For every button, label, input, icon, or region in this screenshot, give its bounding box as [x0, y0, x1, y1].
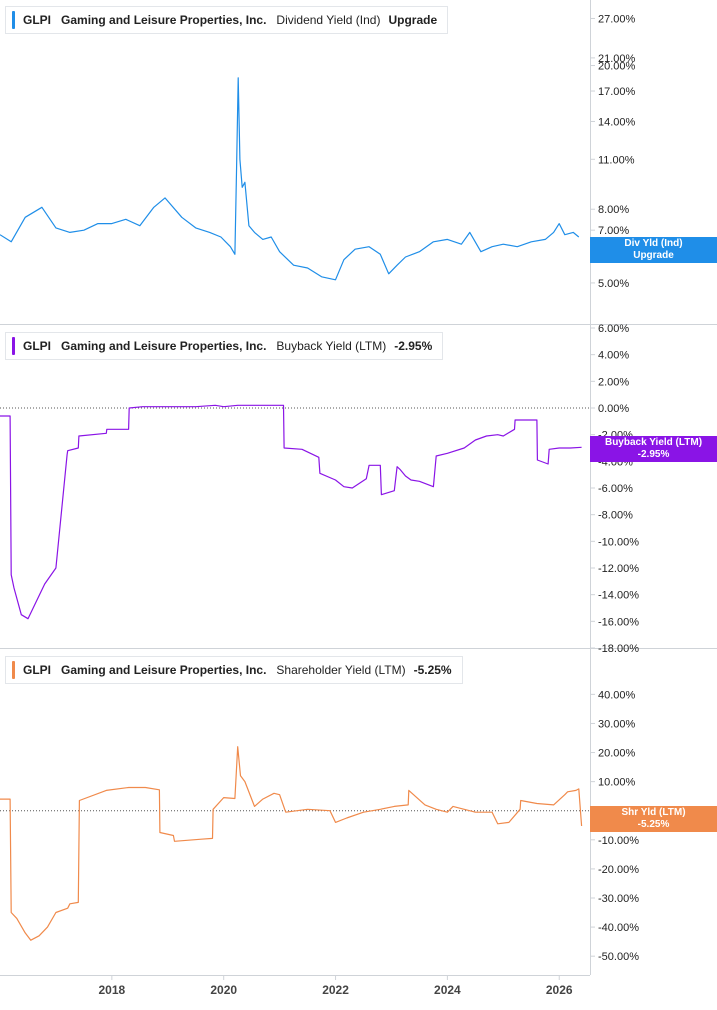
y-tick-label: 4.00%: [598, 350, 629, 362]
legend-metric: Shareholder Yield (LTM): [276, 663, 406, 677]
legend-shareholder-yield[interactable]: GLPI Gaming and Leisure Properties, Inc.…: [5, 656, 463, 684]
legend-value[interactable]: Upgrade: [388, 13, 438, 27]
y-tick-label: 11.00%: [598, 154, 635, 166]
legend-company: Gaming and Leisure Properties, Inc.: [61, 663, 267, 677]
legend-value: -2.95%: [394, 339, 433, 353]
y-tick-label: 27.00%: [598, 13, 636, 25]
y-tick-label: 40.00%: [598, 689, 636, 701]
series-line-dividend: [0, 77, 580, 281]
callout-dividend-yield: Div Yld (Ind) Upgrade: [590, 237, 717, 263]
y-tick-label: -10.00%: [598, 835, 639, 847]
callout-buyback-yield: Buyback Yield (LTM) -2.95%: [590, 436, 717, 462]
y-tick-label: -6.00%: [598, 483, 633, 495]
legend-ticker: GLPI: [23, 339, 52, 353]
legend-swatch: [12, 661, 15, 679]
y-tick-label: -10.00%: [598, 536, 639, 548]
legend-metric: Buyback Yield (LTM): [276, 339, 387, 353]
callout-label: Buyback Yield (LTM): [604, 437, 703, 448]
y-tick-label: 21.00%: [598, 53, 636, 65]
y-tick-label: 2.00%: [598, 376, 629, 388]
callout-value: -5.25%: [637, 819, 670, 830]
legend-metric: Dividend Yield (Ind): [276, 13, 381, 27]
callout-shareholder-yield: Shr Yld (LTM) -5.25%: [590, 806, 717, 832]
callout-value: Upgrade: [633, 250, 674, 261]
series-line-buyback: [0, 404, 582, 620]
y-tick-label: 20.00%: [598, 61, 636, 73]
legend-ticker: GLPI: [23, 663, 52, 677]
callout-value: -2.95%: [637, 449, 670, 460]
y-tick-label: 5.00%: [598, 278, 629, 290]
y-tick-label: -20.00%: [598, 864, 639, 876]
legend-buyback-yield[interactable]: GLPI Gaming and Leisure Properties, Inc.…: [5, 332, 444, 360]
legend-swatch: [12, 11, 15, 29]
y-tick-label: 20.00%: [598, 748, 636, 760]
y-tick-label: 10.00%: [598, 777, 636, 789]
legend-value: -5.25%: [413, 663, 452, 677]
y-tick-label: 6.00%: [598, 323, 629, 335]
legend-dividend-yield[interactable]: GLPI Gaming and Leisure Properties, Inc.…: [5, 6, 449, 34]
legend-company: Gaming and Leisure Properties, Inc.: [61, 13, 267, 27]
y-tick-label: -12.00%: [598, 563, 639, 575]
y-tick-label: -14.00%: [598, 590, 639, 602]
x-tick-label: 2020: [210, 983, 237, 997]
legend-swatch: [12, 337, 15, 355]
y-tick-label: -30.00%: [598, 893, 639, 905]
y-tick-label: -18.00%: [598, 643, 639, 655]
x-tick-label: 2026: [546, 983, 573, 997]
series-line-shareholder: [0, 746, 583, 941]
y-tick-label: -50.00%: [598, 951, 639, 963]
y-tick-label: -40.00%: [598, 922, 639, 934]
y-tick-label: 7.00%: [598, 225, 629, 237]
x-tick-label: 2022: [322, 983, 349, 997]
y-tick-label: 30.00%: [598, 718, 636, 730]
y-tick-label: -8.00%: [598, 510, 633, 522]
y-tick-label: 8.00%: [598, 204, 629, 216]
y-tick-label: 14.00%: [598, 116, 636, 128]
callout-label: Div Yld (Ind): [624, 238, 683, 249]
x-tick-label: 2024: [434, 983, 461, 997]
callout-label: Shr Yld (LTM): [621, 807, 686, 818]
x-tick-label: 2018: [98, 983, 125, 997]
legend-company: Gaming and Leisure Properties, Inc.: [61, 339, 267, 353]
y-tick-label: 0.00%: [598, 403, 629, 415]
legend-ticker: GLPI: [23, 13, 52, 27]
y-tick-label: 17.00%: [598, 86, 636, 98]
y-tick-label: -16.00%: [598, 616, 639, 628]
